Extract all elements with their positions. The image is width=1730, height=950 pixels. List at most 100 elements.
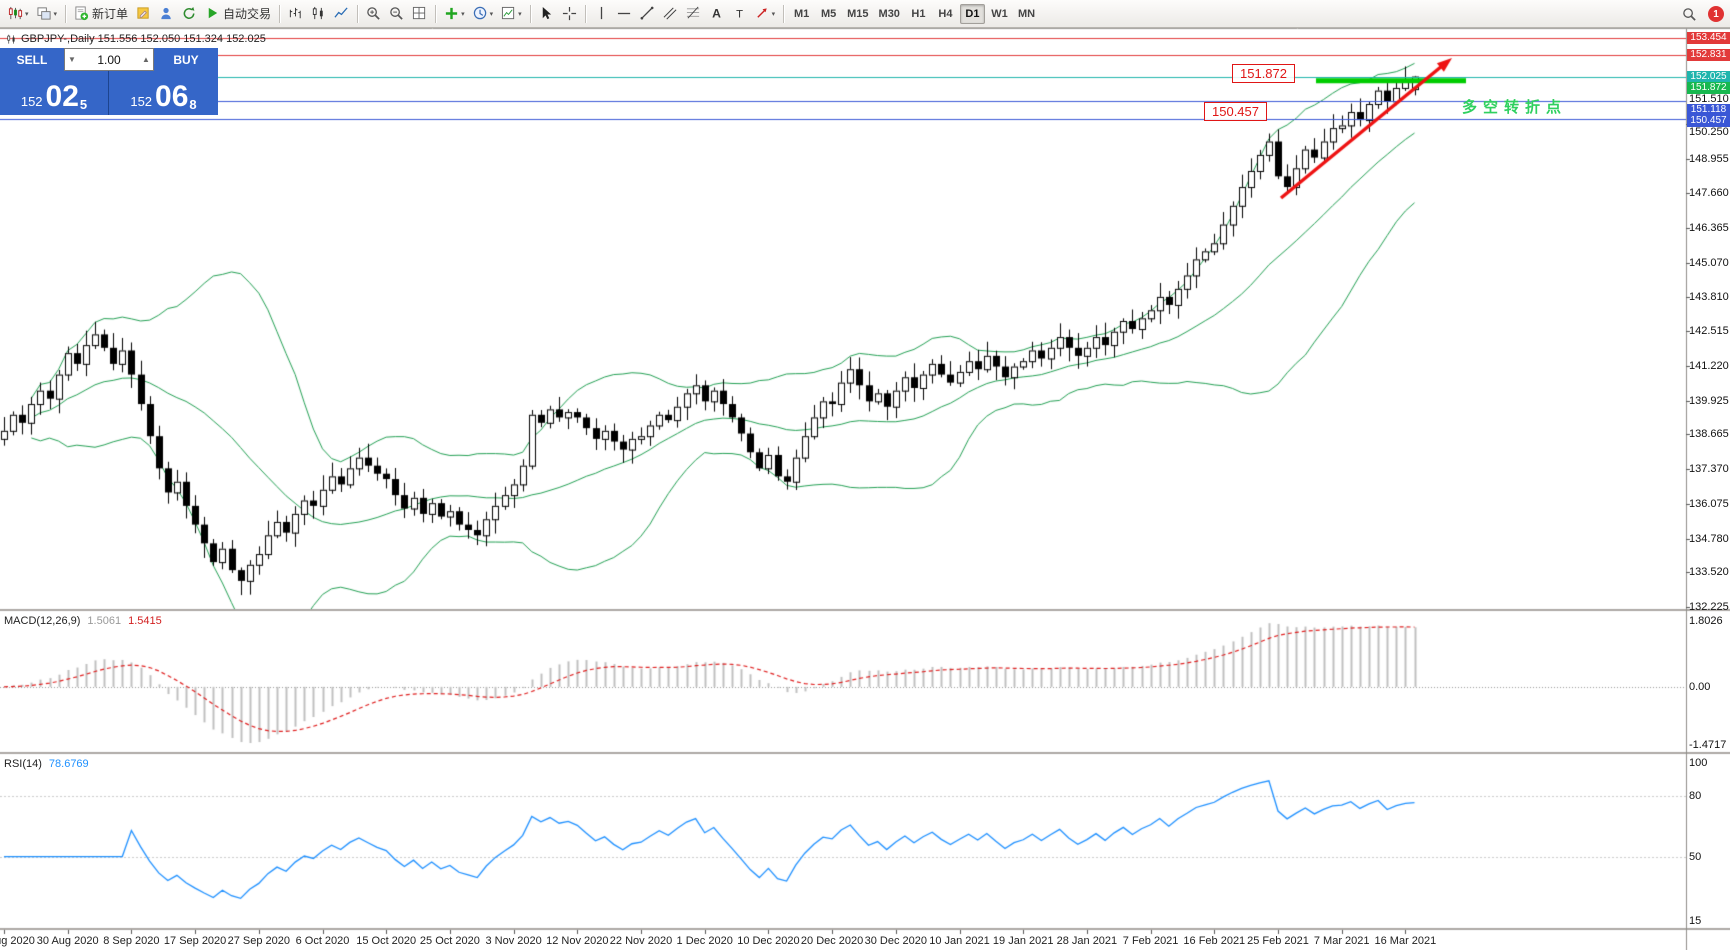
zoom-out-button[interactable] <box>385 2 408 26</box>
candle-chart-button[interactable] <box>307 2 330 26</box>
search-button[interactable] <box>1678 2 1701 26</box>
zoom-in-button[interactable] <box>362 2 385 26</box>
price-axis-label: 145.070 <box>1689 256 1729 269</box>
macd-name: MACD(12,26,9) <box>4 615 81 627</box>
buy-button[interactable]: BUY <box>154 48 218 71</box>
bar-chart-button[interactable] <box>284 2 307 26</box>
new-chart-button[interactable]: ▾ <box>4 2 33 26</box>
price-axis-label: 138.665 <box>1689 428 1729 441</box>
navigator-button[interactable] <box>155 2 178 26</box>
fibonacci-icon <box>686 6 701 21</box>
date-axis-label: 25 Oct 2020 <box>419 935 480 947</box>
date-axis-label: 30 Aug 2020 <box>36 935 99 947</box>
fibonacci-button[interactable] <box>682 2 705 26</box>
ask-price[interactable]: 152 06 8 <box>109 71 218 115</box>
price-axis-label: 147.660 <box>1689 187 1729 200</box>
profiles-button[interactable]: ▾ <box>33 2 62 26</box>
ask-pip-digit: 8 <box>189 97 197 112</box>
vertical-line-icon <box>594 6 609 21</box>
price-axis-label: 153.454 <box>1687 32 1730 45</box>
sell-button[interactable]: SELL <box>0 48 64 71</box>
toolbar-separator <box>529 4 531 23</box>
new-order-button[interactable]: 新订单 <box>70 2 132 26</box>
candlesticks-icon <box>311 6 326 21</box>
channel-icon <box>663 6 678 21</box>
macd-axis-label: -1.4717 <box>1689 739 1727 751</box>
support-price-label[interactable]: 150.457 <box>1204 102 1267 121</box>
indicators-button[interactable]: ▾ <box>440 2 469 26</box>
date-axis-label: 10 Jan 2021 <box>929 935 990 947</box>
date-axis-label: 20 Aug 2020 <box>0 935 35 947</box>
macd-axis-label: 1.8026 <box>1689 615 1723 627</box>
trendline-button[interactable] <box>636 2 659 26</box>
price-axis-label: 143.810 <box>1689 290 1729 303</box>
rsi-axis-label: 50 <box>1689 850 1702 863</box>
timeframe-m30[interactable]: M30 <box>878 7 900 20</box>
date-axis-label: 27 Sep 2020 <box>227 935 290 947</box>
timeframe-w1[interactable]: W1 <box>991 7 1008 20</box>
arrow-tool-icon <box>755 6 770 21</box>
turning-point-text[interactable]: 多空转折点 <box>1462 99 1568 116</box>
timeframe-m1[interactable]: M1 <box>793 7 810 20</box>
rsi-axis-label: 15 <box>1689 915 1702 927</box>
toolbar: ▾ ▾ 新订单 自动交易 ▾ ▾ ▾ A T ▾ M1 M5 M15 M30 H1 H4 D1 W1 MN 1 <box>0 0 1730 28</box>
date-axis-label: 16 Mar 2021 <box>1374 935 1437 947</box>
svg-text:T: T <box>736 8 743 20</box>
tile-grid-icon <box>412 6 427 21</box>
channel-button[interactable] <box>659 2 682 26</box>
ask-prefix: 152 <box>130 94 153 109</box>
date-axis-label: 20 Dec 2020 <box>800 935 864 947</box>
rsi-label: RSI(14) 78.6769 <box>4 758 89 770</box>
templates-button[interactable]: ▾ <box>497 2 526 26</box>
periods-button[interactable]: ▾ <box>469 2 498 26</box>
price-axis-label: 151.118 <box>1687 103 1730 116</box>
tile-windows-button[interactable] <box>408 2 431 26</box>
date-axis-label: 16 Feb 2021 <box>1183 935 1246 947</box>
cursor-button[interactable] <box>535 2 558 26</box>
timeframe-m5[interactable]: M5 <box>820 7 837 20</box>
bid-price[interactable]: 152 02 5 <box>0 71 109 115</box>
timeframe-h1[interactable]: H1 <box>911 7 926 20</box>
dropdown-arrow-icon: ▾ <box>53 10 58 18</box>
vertical-line-button[interactable] <box>590 2 613 26</box>
autotrading-button[interactable]: 自动交易 <box>201 2 275 26</box>
toolbar-right: 1 <box>1678 0 1724 28</box>
metaeditor-button[interactable] <box>132 2 155 26</box>
magnifier-icon <box>1682 7 1697 22</box>
date-axis-label: 25 Feb 2021 <box>1247 935 1309 947</box>
label-button[interactable]: T <box>728 2 751 26</box>
timeframe-d1[interactable]: D1 <box>959 3 985 24</box>
rsi-value: 78.6769 <box>48 758 89 770</box>
toolbar-separator <box>435 4 437 23</box>
crosshair-button[interactable] <box>558 2 581 26</box>
trendline-icon <box>640 6 655 21</box>
timeframe-h4[interactable]: H4 <box>938 7 953 20</box>
bid-main-digits: 02 <box>45 80 79 113</box>
date-axis-label: 6 Oct 2020 <box>295 935 350 947</box>
volume-down-button[interactable]: ▼ <box>68 55 76 64</box>
toolbar-items: ▾ ▾ 新订单 自动交易 ▾ ▾ ▾ A T ▾ <box>4 0 788 27</box>
date-axis-label: 3 Nov 2020 <box>485 935 542 947</box>
price-axis-label: 136.075 <box>1689 497 1729 510</box>
dropdown-arrow-icon: ▾ <box>489 10 494 18</box>
dropdown-arrow-icon: ▾ <box>461 10 465 18</box>
volume-field[interactable]: ▼ 1.00 ▲ <box>64 48 154 71</box>
rsi-axis-label: 80 <box>1689 790 1702 803</box>
text-button[interactable]: A <box>705 2 728 26</box>
notifications-badge[interactable]: 1 <box>1708 6 1724 22</box>
rsi-axis-label: 100 <box>1689 757 1708 769</box>
toolbar-separator <box>65 4 67 23</box>
timeframe-mn[interactable]: MN <box>1017 7 1036 20</box>
line-chart-button[interactable] <box>330 2 353 26</box>
arrows-button[interactable]: ▾ <box>751 2 780 26</box>
timeframe-m15[interactable]: M15 <box>847 7 869 20</box>
ohlc-bars-icon <box>288 6 303 21</box>
price-axis-label: 137.370 <box>1689 463 1729 476</box>
horizontal-line-button[interactable] <box>613 2 636 26</box>
volume-value[interactable]: 1.00 <box>97 52 121 67</box>
volume-up-button[interactable]: ▲ <box>142 55 150 64</box>
refresh-button[interactable] <box>178 2 201 26</box>
date-axis-label: 7 Feb 2021 <box>1122 935 1179 947</box>
resistance-price-label[interactable]: 151.872 <box>1232 64 1295 83</box>
